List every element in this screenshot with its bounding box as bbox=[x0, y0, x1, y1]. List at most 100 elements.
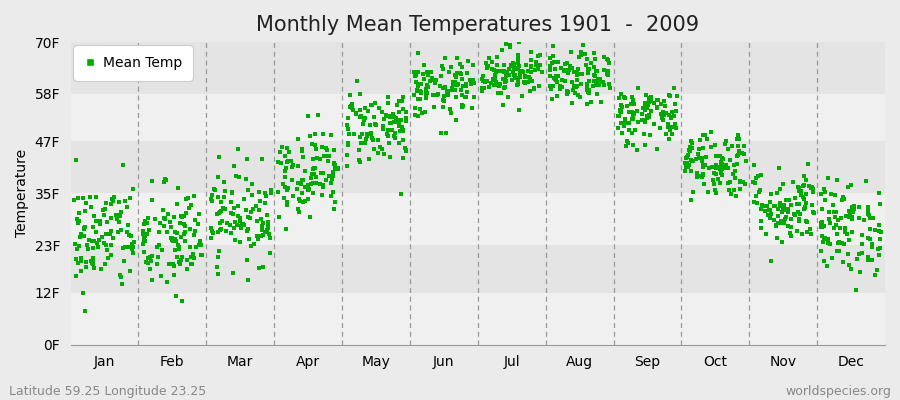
Point bbox=[234, 220, 248, 227]
Point bbox=[751, 199, 765, 206]
Point bbox=[853, 269, 868, 276]
Point bbox=[842, 262, 857, 268]
Point bbox=[553, 86, 567, 93]
Point bbox=[728, 175, 742, 181]
Point bbox=[800, 229, 814, 235]
Point bbox=[578, 51, 592, 58]
Point bbox=[836, 193, 850, 200]
Point bbox=[463, 76, 477, 83]
Bar bbox=[70, 245, 885, 293]
Point bbox=[291, 205, 305, 212]
Point bbox=[368, 122, 382, 128]
Point bbox=[313, 169, 328, 176]
Point bbox=[259, 227, 274, 233]
Point bbox=[437, 55, 452, 62]
Point bbox=[695, 155, 709, 162]
Point bbox=[101, 255, 115, 262]
Point bbox=[695, 157, 709, 164]
Point bbox=[177, 212, 192, 219]
Point bbox=[237, 196, 251, 203]
Point bbox=[769, 222, 783, 228]
Point bbox=[520, 79, 535, 86]
Point bbox=[842, 214, 856, 220]
Point bbox=[79, 264, 94, 270]
Point bbox=[730, 160, 744, 167]
Point bbox=[227, 205, 241, 212]
Point bbox=[822, 208, 836, 215]
Point bbox=[367, 100, 382, 106]
Point bbox=[707, 142, 722, 148]
Point bbox=[524, 56, 538, 63]
Point bbox=[345, 104, 359, 111]
Point bbox=[293, 181, 308, 187]
Point bbox=[801, 160, 815, 167]
Point bbox=[340, 115, 355, 122]
Point bbox=[193, 238, 207, 245]
Point bbox=[647, 100, 662, 106]
Point bbox=[298, 168, 312, 174]
Point bbox=[834, 240, 849, 246]
Point bbox=[590, 68, 604, 74]
Point bbox=[298, 198, 312, 204]
Point bbox=[446, 80, 460, 87]
Point bbox=[708, 162, 723, 168]
Point bbox=[851, 204, 866, 210]
Point bbox=[564, 64, 579, 71]
Point bbox=[240, 277, 255, 283]
Point bbox=[517, 78, 531, 85]
Point bbox=[495, 47, 509, 53]
Point bbox=[172, 244, 186, 250]
Point bbox=[392, 108, 406, 115]
Point bbox=[417, 75, 431, 82]
Point bbox=[481, 63, 495, 70]
Point bbox=[834, 214, 849, 221]
Point bbox=[603, 85, 617, 92]
Point bbox=[376, 123, 391, 130]
Point bbox=[846, 208, 860, 214]
Point bbox=[511, 60, 526, 66]
Point bbox=[818, 196, 832, 203]
Point bbox=[518, 80, 532, 86]
Point bbox=[256, 223, 270, 229]
Point bbox=[192, 242, 206, 248]
Point bbox=[392, 123, 406, 129]
Point bbox=[99, 199, 113, 206]
Point bbox=[758, 208, 772, 214]
Point bbox=[127, 239, 141, 246]
Point bbox=[663, 115, 678, 122]
Point bbox=[625, 130, 639, 136]
Point bbox=[704, 144, 718, 150]
Point bbox=[137, 221, 151, 227]
Point bbox=[249, 232, 264, 239]
Point bbox=[240, 155, 255, 162]
Point bbox=[140, 231, 154, 237]
Point bbox=[465, 105, 480, 111]
Point bbox=[122, 244, 136, 250]
Point bbox=[580, 70, 595, 77]
Point bbox=[167, 263, 182, 269]
Point bbox=[465, 62, 480, 68]
Point bbox=[828, 192, 842, 198]
Point bbox=[582, 78, 597, 84]
Point bbox=[105, 198, 120, 204]
Point bbox=[828, 214, 842, 220]
Point bbox=[644, 97, 659, 104]
Point bbox=[668, 121, 682, 127]
Point bbox=[296, 176, 310, 183]
Point bbox=[736, 151, 751, 158]
Point bbox=[263, 235, 277, 241]
Point bbox=[382, 114, 397, 120]
Point bbox=[499, 84, 513, 90]
Point bbox=[443, 106, 457, 112]
Point bbox=[689, 170, 704, 176]
Point bbox=[721, 164, 735, 171]
Point bbox=[751, 173, 765, 180]
Point bbox=[730, 136, 744, 142]
Point bbox=[392, 120, 406, 126]
Point bbox=[114, 280, 129, 287]
Point bbox=[602, 80, 616, 87]
Point bbox=[501, 72, 516, 78]
Point bbox=[187, 217, 202, 223]
Point bbox=[225, 189, 239, 196]
Point bbox=[643, 94, 657, 101]
